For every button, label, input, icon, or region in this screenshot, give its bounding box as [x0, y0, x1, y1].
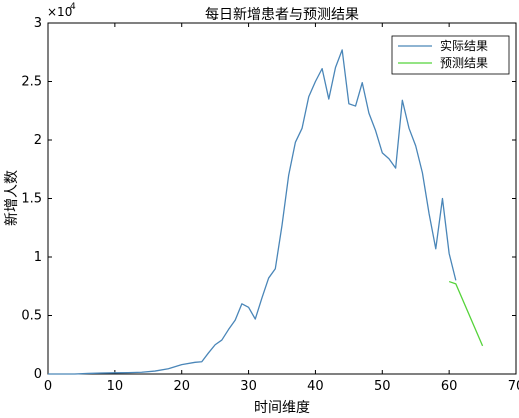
y-tick-label: 0.5	[21, 309, 42, 324]
y-tick-label: 2.5	[21, 75, 42, 90]
legend: 实际结果 预测结果	[391, 35, 510, 75]
y-tick-label: 1	[34, 250, 42, 265]
x-tick-label: 10	[107, 379, 124, 394]
x-tick-label: 30	[240, 379, 257, 394]
legend-label-predicted: 预测结果	[440, 56, 488, 70]
y-tick-label: 2	[34, 133, 42, 148]
x-tick-label: 40	[307, 379, 324, 394]
y-tick-label: 1.5	[21, 192, 42, 207]
y-tick-label: 3	[34, 16, 42, 31]
x-tick-label: 20	[173, 379, 190, 394]
y-axis-exponent-power: 4	[70, 2, 76, 12]
y-axis-ticks: 0 0.5 1 1.5 2 2.5 3	[21, 16, 516, 382]
y-axis-exponent-base: ×10	[47, 5, 72, 19]
x-tick-label: 50	[374, 379, 391, 394]
chart-title: 每日新增患者与预测结果	[205, 7, 359, 23]
x-axis-ticks: 0 10 20 30 40 50 60 70	[44, 23, 519, 394]
x-tick-label: 0	[44, 379, 52, 394]
legend-label-actual: 实际结果	[440, 38, 488, 53]
y-axis-title: 新增人数	[4, 170, 20, 226]
x-tick-label: 60	[441, 379, 458, 394]
legend-box	[391, 35, 510, 75]
x-tick-label: 70	[508, 379, 519, 394]
plot-area-frame	[47, 22, 517, 375]
series-layer	[48, 49, 484, 375]
series-line-actual	[48, 49, 457, 375]
y-tick-label: 0	[34, 367, 42, 382]
y-axis-exponent: ×10 4	[47, 2, 76, 19]
series-line-predicted	[448, 280, 484, 347]
x-axis-title: 时间维度	[254, 400, 310, 416]
